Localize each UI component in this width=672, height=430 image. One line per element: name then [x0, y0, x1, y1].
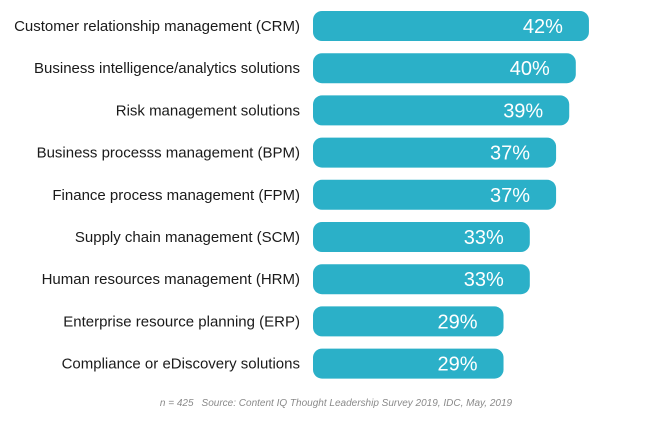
value-label: 33% [464, 269, 504, 291]
source-footnote: n = 425 Source: Content IQ Thought Leader… [0, 398, 672, 409]
category-label: Business processs management (BPM) [37, 145, 300, 162]
value-label: 33% [464, 227, 504, 249]
bar-row: Business processs management (BPM) 37% [37, 137, 557, 168]
bar-row: Customer relationship management (CRM) 42… [14, 11, 589, 41]
bar-row: Compliance or eDiscovery solutions 29% [62, 348, 504, 379]
bar-row: Business intelligence/analytics solution… [34, 53, 576, 84]
value-label: 42% [523, 16, 563, 38]
category-label: Finance process management (FPM) [52, 187, 300, 204]
bar [313, 11, 589, 41]
bar-row: Risk management solutions 39% [116, 95, 570, 126]
value-label: 29% [437, 311, 477, 333]
bar-row: Supply chain management (SCM) 33% [75, 222, 530, 252]
value-label: 29% [437, 354, 477, 376]
category-label: Supply chain management (SCM) [75, 229, 300, 246]
bar [313, 137, 557, 168]
bar-row: Enterprise resource planning (ERP) 29% [63, 306, 504, 337]
bar [313, 264, 530, 295]
category-label: Customer relationship management (CRM) [14, 18, 300, 35]
bar [313, 306, 504, 337]
bar [313, 222, 530, 252]
sample-size: n = 425 [159, 398, 194, 409]
category-label: Compliance or eDiscovery solutions [62, 356, 300, 373]
bar [313, 95, 570, 126]
category-label: Business intelligence/analytics solution… [34, 60, 300, 77]
value-label: 40% [510, 58, 550, 80]
value-label: 39% [503, 100, 543, 122]
bar [313, 179, 557, 210]
category-label: Human resources management (HRM) [42, 271, 300, 288]
value-label: 37% [490, 185, 530, 207]
category-label: Enterprise resource planning (ERP) [63, 313, 300, 330]
source-text: Source: Content IQ Thought Leadership Su… [201, 398, 513, 409]
bar [313, 348, 504, 379]
bar-row: Human resources management (HRM) 33% [42, 264, 530, 295]
value-label: 37% [490, 143, 530, 165]
bar [313, 53, 576, 84]
bar-row: Finance process management (FPM) 37% [52, 179, 557, 210]
category-label: Risk management solutions [116, 102, 300, 119]
